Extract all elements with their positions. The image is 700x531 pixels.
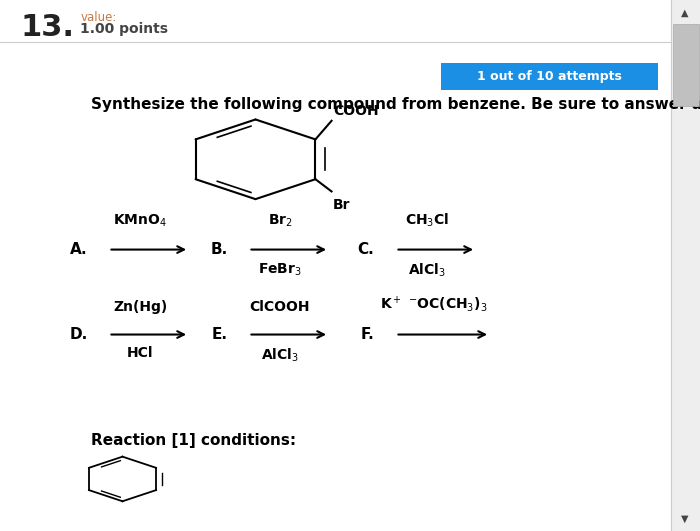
Text: CH$_3$Cl: CH$_3$Cl: [405, 212, 449, 229]
Text: Br: Br: [333, 198, 351, 212]
Text: A.: A.: [70, 242, 88, 257]
Text: ClCOOH: ClCOOH: [250, 301, 310, 314]
Text: E.: E.: [211, 327, 228, 342]
Text: AlCl$_3$: AlCl$_3$: [408, 261, 446, 279]
Text: Br$_2$: Br$_2$: [267, 213, 293, 229]
Text: HCl: HCl: [127, 346, 153, 360]
Text: KMnO$_4$: KMnO$_4$: [113, 213, 167, 229]
Text: COOH: COOH: [333, 104, 379, 118]
Text: C.: C.: [358, 242, 374, 257]
FancyBboxPatch shape: [673, 24, 699, 106]
Text: Zn(Hg): Zn(Hg): [113, 301, 167, 314]
FancyBboxPatch shape: [672, 0, 700, 531]
Text: B.: B.: [210, 242, 228, 257]
Text: 13.: 13.: [21, 13, 75, 42]
Text: Reaction [1] conditions:: Reaction [1] conditions:: [91, 433, 296, 448]
Text: value:: value:: [80, 11, 117, 23]
Text: AlCl$_3$: AlCl$_3$: [261, 346, 299, 364]
Text: F.: F.: [360, 327, 374, 342]
Text: ▲: ▲: [681, 7, 688, 18]
FancyBboxPatch shape: [441, 63, 658, 90]
Text: 1.00 points: 1.00 points: [80, 22, 169, 36]
Text: K$^+$ $^{-}$OC(CH$_3$)$_3$: K$^+$ $^{-}$OC(CH$_3$)$_3$: [380, 295, 488, 314]
Text: Synthesize the following compound from benzene. Be sure to answer all parts.: Synthesize the following compound from b…: [91, 97, 700, 112]
Text: 1 out of 10 attempts: 1 out of 10 attempts: [477, 70, 622, 83]
Text: ▼: ▼: [681, 513, 688, 524]
Text: FeBr$_3$: FeBr$_3$: [258, 261, 302, 278]
Text: D.: D.: [69, 327, 88, 342]
